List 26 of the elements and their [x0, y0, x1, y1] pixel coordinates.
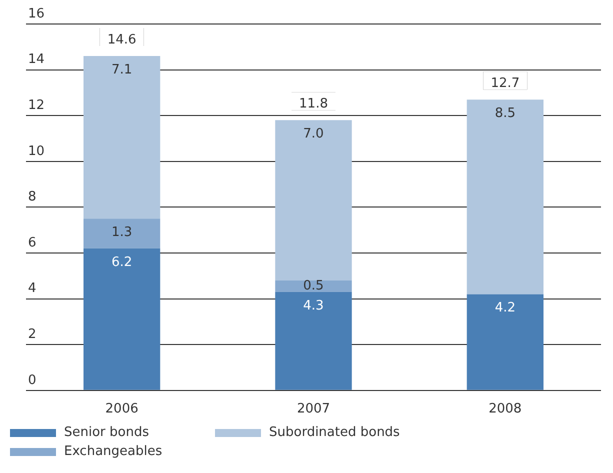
data-label: 7.0	[303, 126, 324, 142]
y-tick-label: 0	[28, 372, 36, 388]
legend-label: Subordinated bonds	[269, 425, 400, 440]
data-label: 6.2	[111, 254, 132, 270]
y-tick-label: 2	[28, 326, 36, 342]
y-tick-label: 12	[28, 98, 45, 113]
y-tick-label: 14	[28, 52, 45, 68]
y-tick-label: 6	[28, 235, 36, 250]
legend-label: Exchangeables	[64, 444, 162, 459]
y-tick-label: 4	[28, 281, 36, 296]
total-label: 11.8	[299, 96, 328, 112]
total-label: 12.7	[490, 76, 520, 91]
data-label: 7.1	[111, 62, 132, 78]
x-tick-label: 2008	[488, 402, 522, 417]
x-tick-label: 2007	[296, 402, 330, 417]
x-tick-label: 2006	[105, 402, 138, 417]
y-tick-label: 16	[28, 6, 45, 22]
y-tick-label: 8	[28, 190, 36, 205]
total-label: 14.6	[107, 32, 136, 48]
data-label: 1.3	[111, 225, 132, 240]
legend-label: Senior bonds	[64, 425, 150, 440]
data-label: 4.3	[303, 298, 324, 314]
data-label: 0.5	[303, 278, 324, 294]
data-label: 8.5	[494, 106, 516, 121]
y-tick-label: 10	[28, 144, 45, 159]
data-label: 4.2	[494, 300, 516, 316]
